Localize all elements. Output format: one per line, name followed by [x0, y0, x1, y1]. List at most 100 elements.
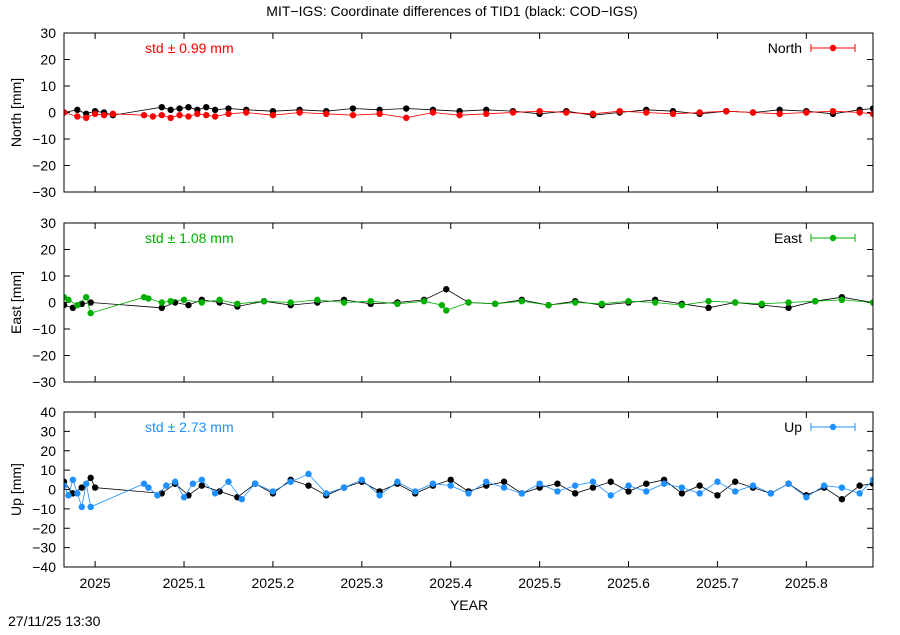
data-point: [238, 495, 246, 503]
legend-label: East: [774, 230, 802, 246]
data-point: [607, 478, 614, 485]
data-point: [732, 299, 739, 306]
data-point: [243, 109, 250, 116]
x-tick-label: 2025.1: [163, 575, 206, 591]
data-point: [669, 110, 677, 118]
data-point: [91, 110, 99, 118]
y-tick-label: −10: [32, 131, 56, 147]
data-point: [167, 297, 174, 305]
data-point: [749, 482, 757, 489]
panel-2: 40 30 20 10 0 −10 −20 −30 −40 2025 2025.1 2025.2 202…: [8, 404, 874, 591]
data-point: [78, 484, 85, 491]
y-tick-label: −20: [32, 520, 56, 536]
data-point: [323, 490, 330, 497]
data-point: [545, 301, 552, 309]
data-point: [83, 114, 90, 122]
data-point: [678, 484, 686, 491]
data-point: [696, 482, 703, 489]
data-point: [869, 110, 873, 118]
data-point: [589, 484, 597, 491]
data-point: [812, 297, 819, 305]
data-point: [394, 478, 401, 485]
data-point: [211, 490, 219, 497]
data-point: [74, 106, 81, 114]
chart-title: MIT−IGS: Coordinate differences of TID1 …: [266, 3, 637, 19]
data-point: [429, 109, 437, 116]
data-point: [767, 490, 774, 497]
data-point: [678, 490, 686, 497]
data-point: [340, 299, 348, 306]
y-tick-label: −40: [32, 559, 56, 575]
data-point: [838, 495, 846, 503]
data-point: [651, 299, 659, 306]
y-tick-label: −30: [32, 184, 56, 200]
x-tick-label: 2025.2: [252, 575, 295, 591]
x-tick-label: 2025.6: [607, 575, 650, 591]
data-point: [269, 488, 277, 495]
x-tick-label: 2025.4: [429, 575, 472, 591]
data-point: [83, 480, 90, 487]
data-point: [500, 484, 508, 491]
x-tick-label: 2025: [80, 575, 111, 591]
legend-marker: [829, 44, 837, 52]
data-point: [536, 480, 543, 487]
data-point: [203, 104, 210, 111]
data-point: [705, 297, 712, 305]
series-up: [64, 470, 873, 511]
data-point: [616, 107, 623, 115]
data-point: [149, 113, 157, 120]
data-point: [287, 478, 294, 485]
data-point: [78, 503, 85, 511]
data-point: [554, 480, 561, 487]
data-point: [438, 301, 446, 309]
data-point: [225, 110, 232, 118]
data-point: [554, 488, 561, 495]
data-point: [65, 492, 72, 499]
data-point: [607, 492, 614, 499]
x-tick-label: 2025.8: [785, 575, 828, 591]
data-point: [483, 478, 490, 485]
data-point: [394, 300, 401, 308]
data-point: [429, 480, 437, 487]
data-point: [820, 482, 828, 489]
data-point: [491, 300, 499, 308]
data-point: [678, 301, 686, 309]
data-point: [83, 294, 90, 301]
y-tick-label: −30: [32, 540, 56, 556]
data-point: [64, 109, 68, 116]
data-point: [571, 490, 579, 497]
y-tick-label: 20: [40, 52, 56, 68]
data-point: [225, 105, 232, 112]
data-point: [251, 480, 259, 487]
data-point: [749, 109, 757, 116]
y-tick-label: −10: [32, 501, 56, 517]
data-point: [158, 104, 165, 111]
data-point: [189, 480, 197, 487]
data-point: [74, 113, 81, 120]
data-point: [167, 106, 174, 114]
data-point: [64, 301, 68, 309]
std-annotation: std ± 1.08 mm: [145, 230, 234, 246]
data-point: [145, 484, 152, 491]
data-point: [403, 105, 410, 112]
y-tick-label: −10: [32, 321, 56, 337]
data-point: [732, 488, 739, 495]
data-point: [234, 300, 241, 308]
y-tick-label: 20: [40, 242, 56, 258]
data-point: [194, 110, 201, 118]
data-point: [758, 300, 766, 308]
x-tick-label: 2025.7: [696, 575, 739, 591]
data-point: [109, 110, 117, 118]
data-point: [447, 476, 454, 484]
data-point: [145, 295, 152, 302]
data-point: [185, 104, 192, 111]
data-point: [158, 304, 165, 311]
data-point: [643, 480, 650, 487]
y-tick-label: 0: [48, 482, 56, 498]
data-point: [714, 492, 721, 499]
data-point: [465, 490, 472, 497]
data-point: [69, 476, 77, 484]
y-tick-label: 30: [40, 423, 56, 439]
data-point: [349, 105, 357, 112]
data-point: [785, 299, 792, 306]
